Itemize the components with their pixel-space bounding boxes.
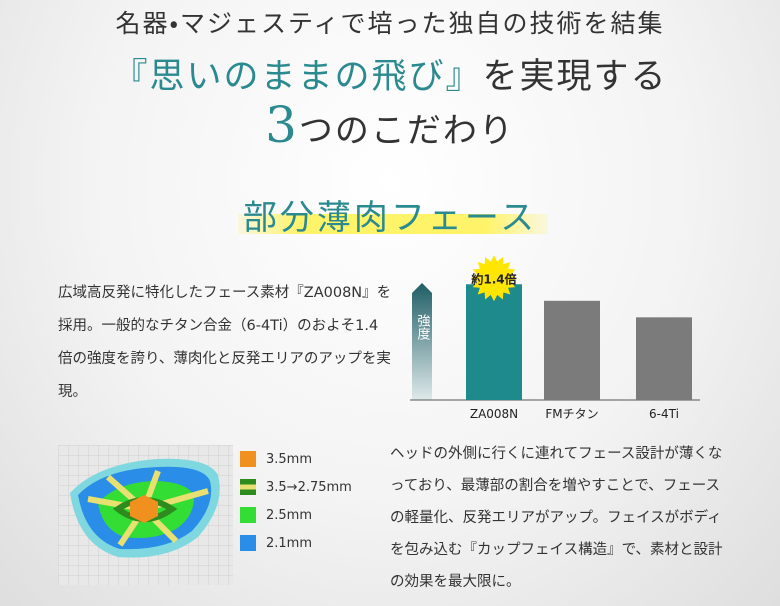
text-line: の軽量化、反発エリアがアップ。フェイスがボディ (390, 510, 722, 526)
title-highlight: 『思いのままの飛び』 (112, 57, 483, 97)
text-line: 倍の強度を誇り、薄肉化と反発エリアのアップを実 (58, 351, 391, 367)
legend-swatch (240, 535, 256, 551)
title-line1: 名器・マジェスティで培った独自の技術を結集 (115, 9, 665, 38)
x-tick-label: FMチタン (545, 407, 598, 421)
legend-label: 2.5mm (266, 507, 313, 523)
title-rest: を実現する (482, 57, 668, 97)
legend-swatch (240, 451, 256, 467)
bar (636, 317, 692, 400)
text-line: を包み込む『カップフェイス構造』で、素材と設計 (390, 542, 723, 558)
text-line: っており、最薄部の割合を増やすことで、フェース (390, 478, 721, 494)
legend-item: 3.5mm (240, 449, 312, 469)
heading-highlight (238, 214, 548, 234)
legend-swatch (240, 507, 256, 523)
legend-item: 3.5→2.75mm (240, 477, 352, 497)
title-line2: 『思いのままの飛び』を実現する (0, 48, 780, 99)
legend-label: 2.1mm (266, 535, 313, 551)
face-diagram (58, 445, 233, 585)
legend-item: 2.1mm (240, 533, 312, 553)
text-line: ヘッドの外側に行くに連れてフェース設計が薄くな (390, 446, 723, 462)
text-line: 現。 (58, 384, 87, 400)
text-line: の効果を最大限に。 (390, 574, 521, 590)
x-tick-label: 6-4Ti (649, 407, 679, 421)
bar (544, 300, 600, 400)
bar (466, 284, 522, 400)
paragraph: 広域高反発に特化したフェース素材『ZA008N』を 採用。一般的なチタン合金（6… (58, 277, 391, 409)
text-line: 広域高反発に特化したフェース素材『ZA008N』を (58, 285, 392, 301)
title-line3: 3つのこだわり (0, 96, 780, 154)
section-heading: 部分薄肉フェース (242, 198, 538, 238)
chart: 強度 ZA008N 約1.4倍 FMチタン 6-4Ti (410, 255, 700, 421)
legend-label: 3.5mm (266, 451, 313, 467)
value-label: 約1.4倍 (470, 271, 516, 286)
title-rest: つのこだわり (298, 111, 515, 151)
title-number: 3 (265, 96, 299, 154)
badge (471, 255, 517, 302)
axis-arrow (412, 283, 432, 400)
legend-swatch (240, 479, 256, 495)
y-axis-label: 強度 (415, 314, 431, 340)
x-tick-label: ZA008N (470, 407, 518, 421)
legend-label: 3.5→2.75mm (266, 479, 352, 495)
legend-item: 2.5mm (240, 505, 312, 525)
paragraph: ヘッドの外側に行くに連れてフェース設計が薄くな っており、最薄部の割合を増やすこ… (390, 438, 722, 598)
text-line: 採用。一般的なチタン合金（6-4Ti）のおよそ1.4 (58, 318, 379, 334)
